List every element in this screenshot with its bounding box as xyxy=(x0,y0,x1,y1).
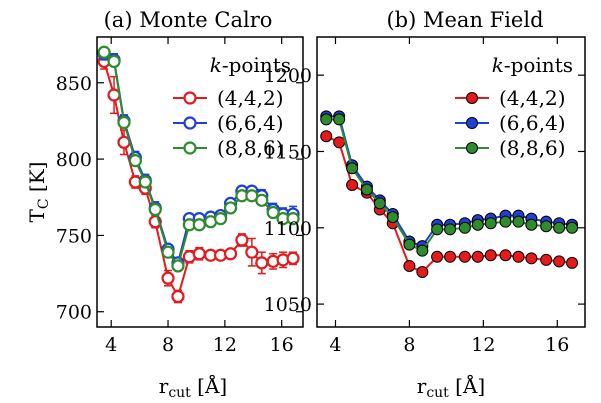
panel-b-data-point xyxy=(320,130,333,143)
panel-a-y-tick-label: 800 xyxy=(56,149,92,171)
panel-a-data-point xyxy=(107,54,121,69)
panel-b-data-point xyxy=(540,220,553,233)
panel-a-x-tick-label: 8 xyxy=(162,334,174,356)
panel-b-data-point xyxy=(471,218,484,231)
panel-b-data-point xyxy=(333,113,346,126)
panel-b-data-point xyxy=(403,259,416,272)
panel-b: 4 8 12 16 1050 1100 1150 1200 k-points (4,4,2)(6,… xyxy=(264,36,586,356)
panel-b-data-point xyxy=(553,255,566,268)
panel-b-data-point xyxy=(320,113,333,126)
panel-a: 4 8 12 16 700 750 800 850 k-points (4,4,2)(6,6,4)… xyxy=(56,36,304,356)
panel-a-data-point xyxy=(255,256,269,270)
panel-a-data-point xyxy=(286,251,300,265)
panel-b-data-point xyxy=(373,197,386,210)
panel-b-x-axis-label: rcut [Å] xyxy=(417,373,485,401)
panel-a-data-point xyxy=(266,205,280,220)
panel-a-data-point xyxy=(192,218,206,232)
panel-b-data-point xyxy=(471,250,484,263)
panel-a-legend-marker xyxy=(183,116,197,130)
panel-b-data-point xyxy=(484,217,497,230)
panel-a-x-tick-label: 4 xyxy=(105,334,117,356)
panel-a-data-point xyxy=(97,45,111,59)
panel-b-data-point xyxy=(458,250,471,263)
panel-b-y-tick-label: 1150 xyxy=(264,141,312,163)
panel-b-legend: k-points (4,4,2)(6,6,4)(8,8,6) xyxy=(455,53,573,160)
panel-a-data-point xyxy=(171,259,185,273)
panel-b-data-point xyxy=(360,183,373,196)
panel-a-x-axis-label: rcut [Å] xyxy=(159,373,227,401)
panel-b-data-point xyxy=(512,215,525,228)
panel-a-data-point xyxy=(117,115,131,130)
panel-a-legend-marker xyxy=(183,141,197,155)
panel-a-data-point xyxy=(138,175,152,189)
panel-b-data-point xyxy=(512,250,525,263)
panel-a-data-point xyxy=(192,247,206,261)
panel-a-x-tick-label: 12 xyxy=(213,334,237,356)
panel-b-data-point xyxy=(458,221,471,234)
panel-a-frame xyxy=(96,36,304,328)
panel-b-legend-label: (4,4,2) xyxy=(499,86,566,110)
panel-b-data-point xyxy=(346,179,359,192)
panel-b-y-tick-label: 1050 xyxy=(264,294,312,316)
panel-b-data-point xyxy=(499,249,512,262)
panel-a-data-point xyxy=(255,193,269,207)
panel-a-data-point xyxy=(171,289,185,304)
panel-a-data-point xyxy=(286,212,300,226)
panel-b-y-tick-label: 1100 xyxy=(264,218,312,240)
panel-b-data-point xyxy=(484,249,497,262)
panel-b-x-tick-label: 12 xyxy=(471,334,495,356)
panel-b-x-tick-label: 4 xyxy=(329,334,341,356)
panel-a-data-point xyxy=(223,201,238,215)
panel-a-data-point xyxy=(161,271,175,285)
panel-a-y-tick-label: 750 xyxy=(56,225,92,247)
panel-b-data-point xyxy=(333,136,346,149)
panel-b-y-tick-label: 1200 xyxy=(264,65,312,87)
panel-b-legend-marker xyxy=(466,142,478,154)
panel-a-y-tick-label: 700 xyxy=(56,302,92,324)
panel-a-x-tick-label: 16 xyxy=(270,334,294,356)
panel-a-legend-title: k-points xyxy=(210,53,291,77)
panel-a-legend: k-points (4,4,2)(6,6,4)(8,8,6) xyxy=(173,53,291,160)
panel-a-legend-label: (6,6,4) xyxy=(217,111,284,135)
panel-b-x-tick-label: 8 xyxy=(403,334,415,356)
panel-b-legend-label: (6,6,4) xyxy=(499,111,566,135)
panel-b-legend-marker xyxy=(466,117,478,129)
panel-b-data-point xyxy=(499,215,512,228)
panel-b-data-point xyxy=(416,244,429,257)
panel-a-data-point xyxy=(161,245,175,259)
panel-a-data-point xyxy=(148,202,162,217)
panel-b-title: (b) Mean Field xyxy=(386,8,543,32)
panel-b-data-point xyxy=(525,218,538,231)
panel-b-data-point xyxy=(540,253,553,266)
panel-b-data-point xyxy=(346,162,359,175)
panel-a-y-tick-label: 850 xyxy=(56,73,92,95)
panel-b-x-tick-label: 16 xyxy=(545,334,569,356)
panel-b-data-point xyxy=(431,223,444,236)
panel-b-legend-title: k-points xyxy=(492,53,573,77)
panel-a-data-point xyxy=(214,212,228,226)
panel-a-legend-marker xyxy=(183,91,197,105)
panel-a-data-point xyxy=(223,247,238,261)
panel-b-legend-label: (8,8,6) xyxy=(499,136,566,160)
panel-b-legend-marker xyxy=(466,92,478,104)
panel-a-data-point xyxy=(235,233,249,247)
y-axis-label: TC [K] xyxy=(25,162,52,223)
panel-b-data-point xyxy=(444,250,457,263)
panel-b-data-point xyxy=(386,211,399,224)
panel-a-legend-label: (8,8,6) xyxy=(217,136,284,160)
panel-a-data-point xyxy=(128,154,142,168)
panel-a-legend-label: (4,4,2) xyxy=(217,86,284,110)
panel-a-title: (a) Monte Calro xyxy=(104,8,273,32)
panel-b-data-point xyxy=(431,250,444,263)
panel-b-data-point xyxy=(444,223,457,236)
panel-b-frame xyxy=(316,36,586,328)
panel-a-data-point xyxy=(245,245,259,259)
panel-b-data-point xyxy=(566,256,579,269)
panel-b-data-point xyxy=(525,252,538,265)
panel-b-data-point xyxy=(403,238,416,251)
panel-b-data-point xyxy=(566,221,579,234)
panel-b-data-point xyxy=(553,221,566,234)
panel-b-data-point xyxy=(416,266,429,279)
